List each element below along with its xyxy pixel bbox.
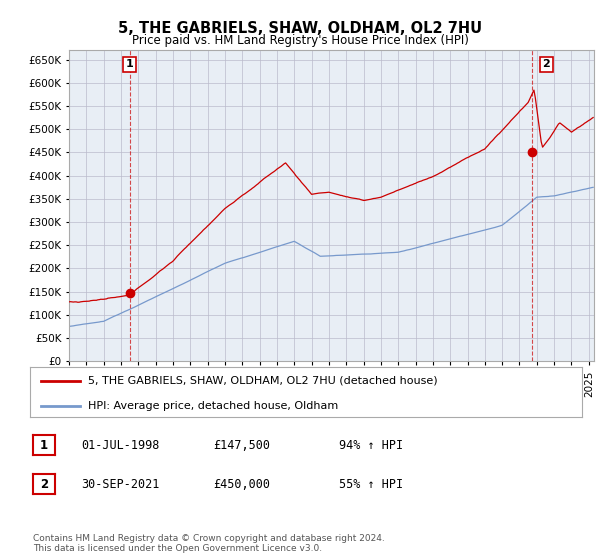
Text: 2: 2 [40, 478, 48, 491]
Text: 55% ↑ HPI: 55% ↑ HPI [339, 478, 403, 491]
Text: 01-JUL-1998: 01-JUL-1998 [81, 438, 160, 452]
Text: 5, THE GABRIELS, SHAW, OLDHAM, OL2 7HU: 5, THE GABRIELS, SHAW, OLDHAM, OL2 7HU [118, 21, 482, 36]
Text: £450,000: £450,000 [213, 478, 270, 491]
Text: Contains HM Land Registry data © Crown copyright and database right 2024.
This d: Contains HM Land Registry data © Crown c… [33, 534, 385, 553]
Text: 94% ↑ HPI: 94% ↑ HPI [339, 438, 403, 452]
Text: £147,500: £147,500 [213, 438, 270, 452]
Text: 5, THE GABRIELS, SHAW, OLDHAM, OL2 7HU (detached house): 5, THE GABRIELS, SHAW, OLDHAM, OL2 7HU (… [88, 376, 437, 386]
Text: 30-SEP-2021: 30-SEP-2021 [81, 478, 160, 491]
Text: 2: 2 [542, 59, 550, 69]
Text: Price paid vs. HM Land Registry's House Price Index (HPI): Price paid vs. HM Land Registry's House … [131, 34, 469, 46]
Text: HPI: Average price, detached house, Oldham: HPI: Average price, detached house, Oldh… [88, 401, 338, 411]
Text: 1: 1 [40, 438, 48, 452]
Text: 1: 1 [126, 59, 134, 69]
